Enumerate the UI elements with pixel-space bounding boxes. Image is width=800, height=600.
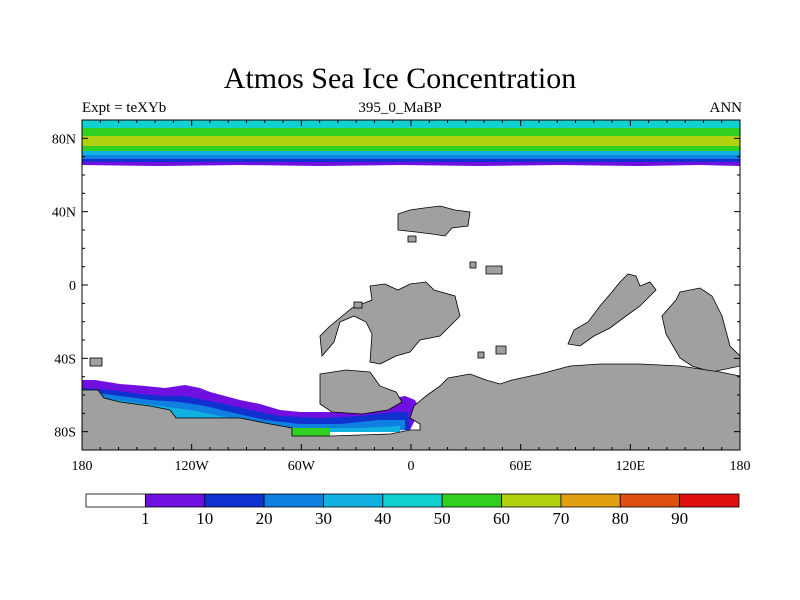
land-islet-7 bbox=[89, 357, 103, 367]
colorbar-box bbox=[204, 493, 265, 508]
arctic-ice-band-60b bbox=[82, 146, 740, 151]
colorbar-level-label: 50 bbox=[434, 509, 451, 528]
land-subantarctic bbox=[319, 369, 403, 415]
period-label: 395_0_MaBP bbox=[358, 100, 442, 116]
land-islet-1 bbox=[407, 235, 417, 243]
y-tick-label: 0 bbox=[69, 279, 76, 294]
colorbar-labels: 1 10 20 30 40 50 60 70 80 90 bbox=[141, 509, 688, 528]
arctic-ice-band-40 bbox=[82, 151, 740, 155]
map-ticks bbox=[81, 119, 741, 451]
land-islet-4 bbox=[353, 301, 363, 309]
map-tick-labels: 180 120W 60W 0 60E 120E 180 80N 40N 0 40S 80S bbox=[52, 132, 751, 474]
x-tick-label: 120W bbox=[175, 459, 210, 474]
arctic-ice-band-60 bbox=[82, 128, 740, 136]
arctic-ice-band-30 bbox=[82, 155, 740, 159]
land-islet-2 bbox=[469, 261, 477, 269]
land-masses bbox=[82, 205, 740, 450]
x-tick-label: 180 bbox=[72, 459, 93, 474]
x-tick-label: 60W bbox=[288, 459, 316, 474]
colorbar-level-label: 10 bbox=[196, 509, 213, 528]
colorbar-level-label: 80 bbox=[612, 509, 629, 528]
colorbar-boxes bbox=[85, 493, 740, 508]
colorbar-box bbox=[501, 493, 562, 508]
colorbar-level-label: 1 bbox=[141, 509, 150, 528]
colorbar-box bbox=[679, 493, 740, 508]
colorbar-level-label: 90 bbox=[671, 509, 688, 528]
antarctic-ice-60 bbox=[292, 428, 330, 436]
land-north-continent bbox=[397, 205, 471, 237]
colorbar-box bbox=[619, 493, 681, 508]
season-label: ANN bbox=[709, 100, 743, 116]
colorbar-box bbox=[144, 493, 206, 508]
land-islet-5 bbox=[495, 345, 507, 355]
colorbar-level-label: 30 bbox=[315, 509, 332, 528]
x-tick-label: 60E bbox=[509, 459, 532, 474]
colorbar-level-label: 40 bbox=[374, 509, 391, 528]
x-tick-label: 0 bbox=[408, 459, 415, 474]
land-antarctica bbox=[82, 363, 740, 450]
x-tick-label: 180 bbox=[730, 459, 751, 474]
land-eastern-block bbox=[661, 287, 740, 373]
arctic-ice-band-70 bbox=[82, 136, 740, 146]
map-title: Atmos Sea Ice Concentration bbox=[223, 62, 577, 95]
colorbar-level-label: 60 bbox=[493, 509, 510, 528]
y-tick-label: 40N bbox=[52, 206, 76, 221]
colorbar-box bbox=[382, 493, 443, 508]
x-tick-label: 120E bbox=[616, 459, 646, 474]
experiment-label: Expt = teXYb bbox=[82, 100, 167, 116]
y-tick-label: 40S bbox=[54, 352, 76, 367]
colorbar-box bbox=[323, 493, 384, 508]
land-eastern-strip bbox=[567, 273, 657, 347]
arctic-ice-band-20 bbox=[82, 159, 740, 162]
colorbar-level-label: 20 bbox=[256, 509, 273, 528]
colorbar-box bbox=[85, 493, 146, 508]
y-tick-label: 80S bbox=[54, 426, 76, 441]
arctic-ice-band-10 bbox=[82, 162, 740, 166]
land-islet-3 bbox=[485, 265, 503, 275]
colorbar-box bbox=[441, 493, 502, 508]
land-central-continent bbox=[319, 281, 461, 365]
colorbar-level-label: 70 bbox=[552, 509, 569, 528]
land-islet-6 bbox=[477, 351, 485, 359]
colorbar-box bbox=[560, 493, 621, 508]
colorbar-box bbox=[263, 493, 324, 508]
y-tick-label: 80N bbox=[52, 132, 76, 147]
